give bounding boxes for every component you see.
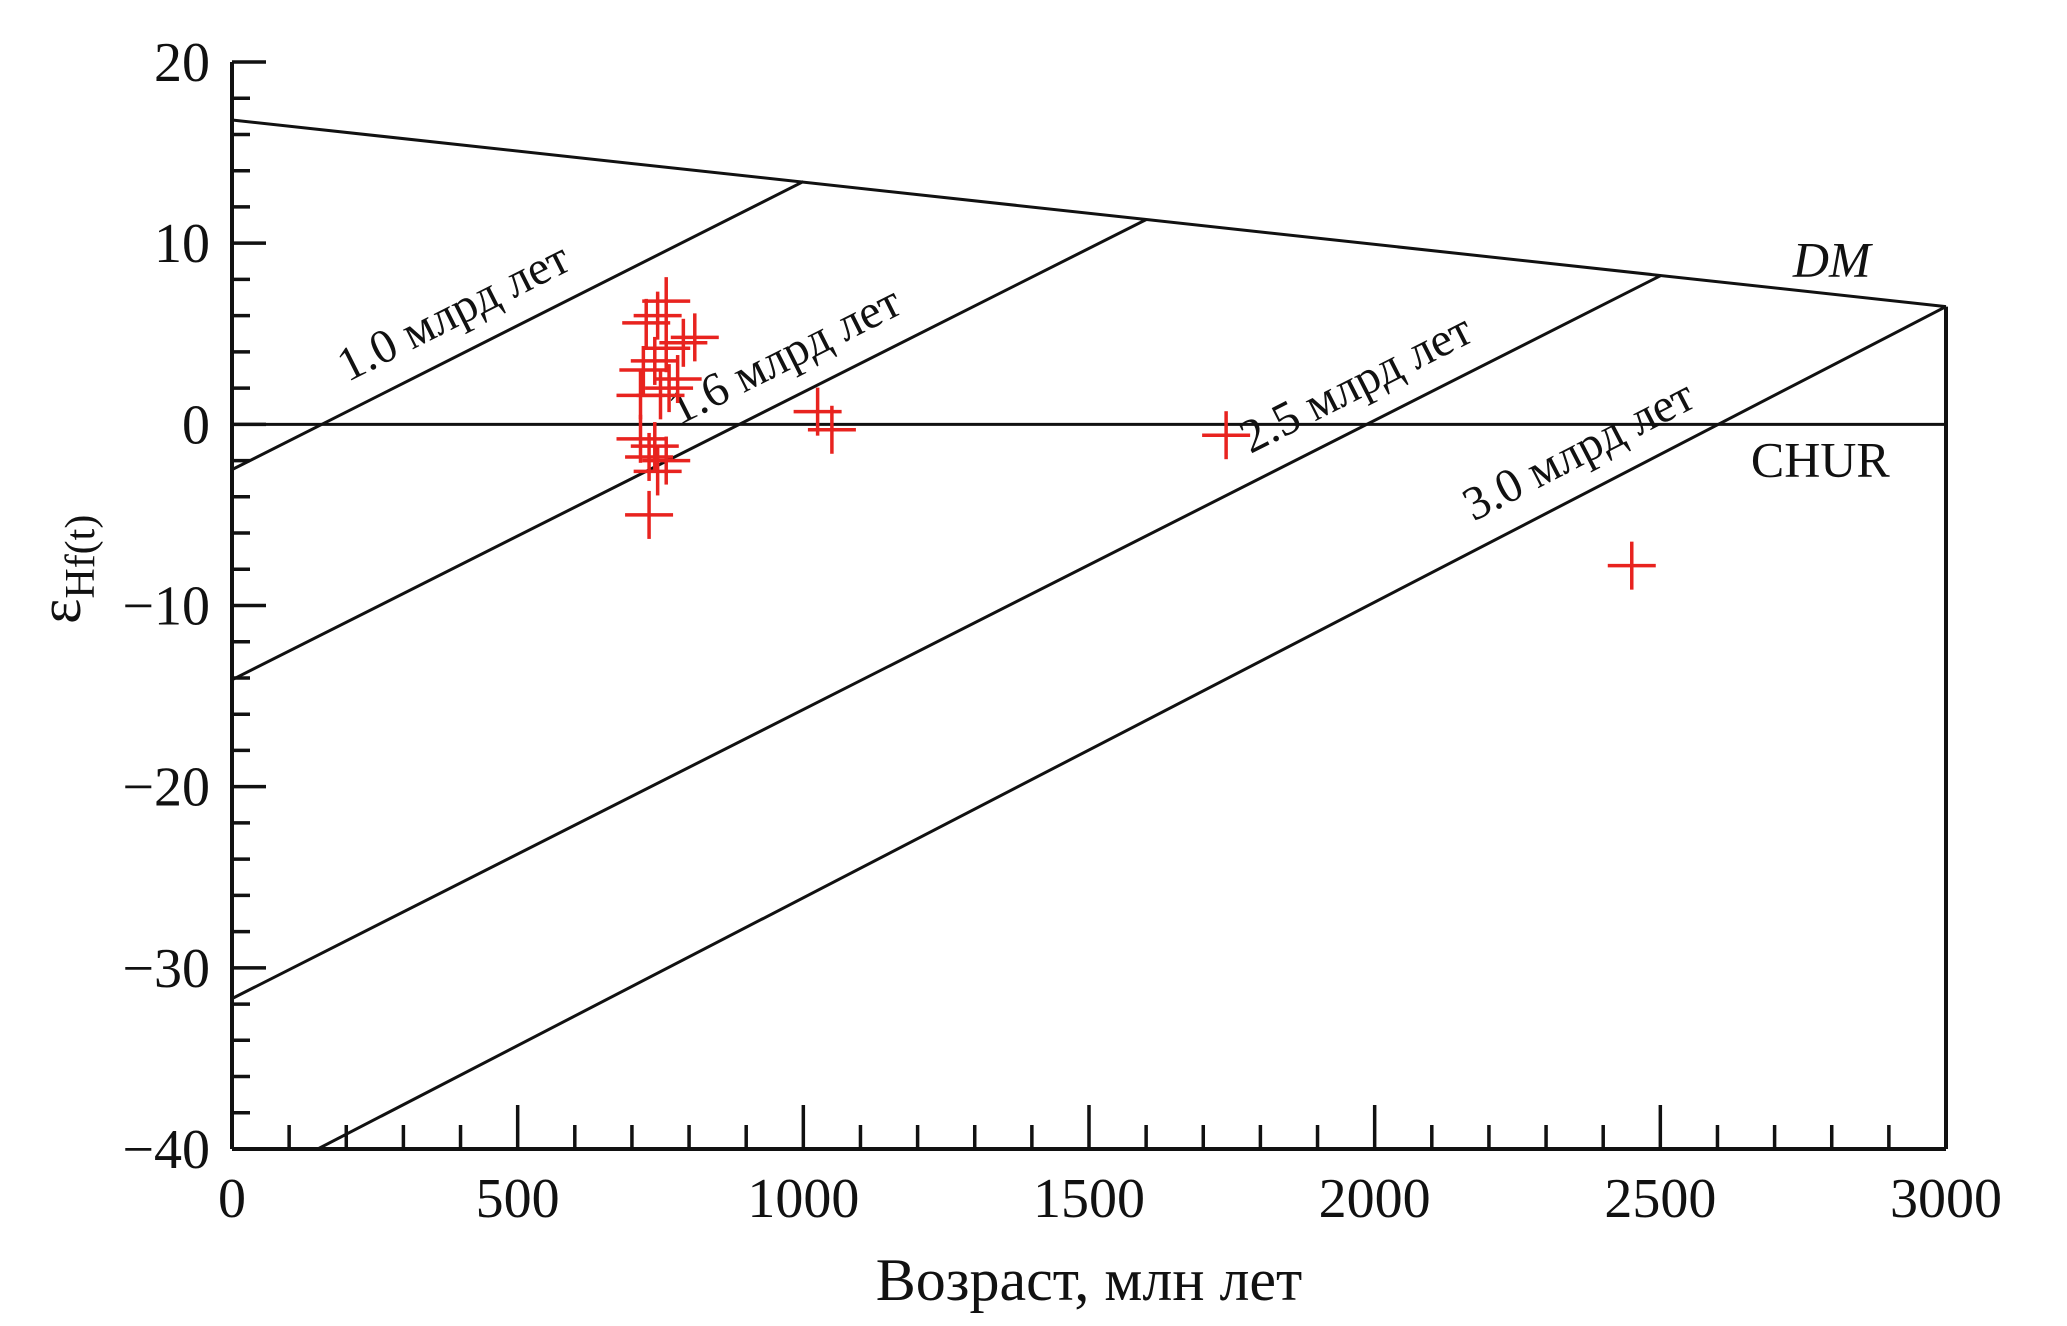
data-point-plus <box>630 422 679 471</box>
y-axis-title-main: ε <box>27 599 93 624</box>
data-point-plus <box>625 490 674 539</box>
reference-line-label: DM <box>1792 232 1873 288</box>
evolution-line-label: 1.6 млрд лет <box>660 275 909 436</box>
data-points <box>616 277 1656 590</box>
x-axis-title: Возраст, млн лет <box>876 1247 1303 1313</box>
x-tick-label: 1500 <box>1033 1168 1145 1230</box>
y-tick-label: −40 <box>122 1119 210 1181</box>
y-tick-label: 10 <box>154 213 210 275</box>
data-point-plus <box>642 436 691 485</box>
y-tick-label: 20 <box>154 32 210 94</box>
reference-line <box>231 118 1947 309</box>
data-point-plus <box>642 324 691 373</box>
y-tick-label: −30 <box>122 938 210 1000</box>
y-axis-title: εHf(t) <box>27 515 104 624</box>
x-tick-label: 3000 <box>1890 1168 2002 1230</box>
x-tick-label: 2000 <box>1319 1168 1431 1230</box>
data-point-plus <box>622 298 671 347</box>
data-point-plus <box>807 405 856 454</box>
evolution-line-label: 3.0 млрд лет <box>1454 369 1703 532</box>
y-tick-label: 0 <box>182 394 210 456</box>
evolution-line <box>317 305 1947 1151</box>
chart-labels: Возраст, млн лет εHf(t) <box>27 515 1302 1313</box>
data-point-plus <box>642 277 691 326</box>
evolution-line-label: 2.5 млрд лет <box>1231 303 1480 464</box>
x-tick-label: 1000 <box>747 1168 859 1230</box>
data-point-plus <box>630 336 679 385</box>
evolution-line-label: 1.0 млрд лет <box>329 231 578 392</box>
x-tick-label: 2500 <box>1604 1168 1716 1230</box>
evolution-line <box>231 218 1147 682</box>
data-point-plus <box>1202 411 1251 460</box>
data-point-plus <box>670 313 719 362</box>
reference-line-label: CHUR <box>1751 431 1891 487</box>
evolution-lines: 1.0 млрд лет 1.6 млрд лет 2.5 млрд лет3.0 … <box>231 180 1947 1151</box>
y-tick-label: −10 <box>122 576 210 638</box>
x-tick-label: 0 <box>218 1168 246 1230</box>
y-axis-title-subscript: Hf(t) <box>58 515 104 599</box>
data-point-plus <box>645 364 694 413</box>
data-point-plus <box>633 447 682 496</box>
x-tick-label: 500 <box>476 1168 560 1230</box>
evolution-line <box>231 180 805 471</box>
data-point-plus <box>633 291 682 340</box>
data-point-plus <box>619 345 668 394</box>
data-point-plus <box>616 371 665 420</box>
evolution-line <box>231 274 1662 1000</box>
reference-lines: DM CHUR <box>231 118 1947 487</box>
y-tick-label: −20 <box>122 757 210 819</box>
data-point-plus <box>1607 541 1656 590</box>
